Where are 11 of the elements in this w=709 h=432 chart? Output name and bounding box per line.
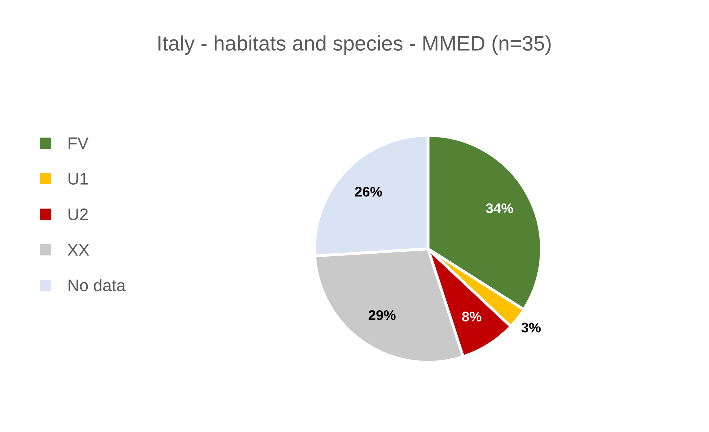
data-label: 3% xyxy=(522,322,541,333)
data-label: 29% xyxy=(368,310,396,320)
legend-label: No data xyxy=(68,279,126,292)
legend-label: U1 xyxy=(68,173,88,185)
legend-label: U2 xyxy=(68,208,88,220)
legend-label: XX xyxy=(68,244,90,256)
data-label: 26% xyxy=(355,187,382,197)
chart-title: Italy - habitats and species - MMED (n=35) xyxy=(158,36,551,56)
data-label: 34% xyxy=(486,204,514,214)
legend-label: FV xyxy=(68,138,89,150)
data-label: 8% xyxy=(462,312,482,322)
